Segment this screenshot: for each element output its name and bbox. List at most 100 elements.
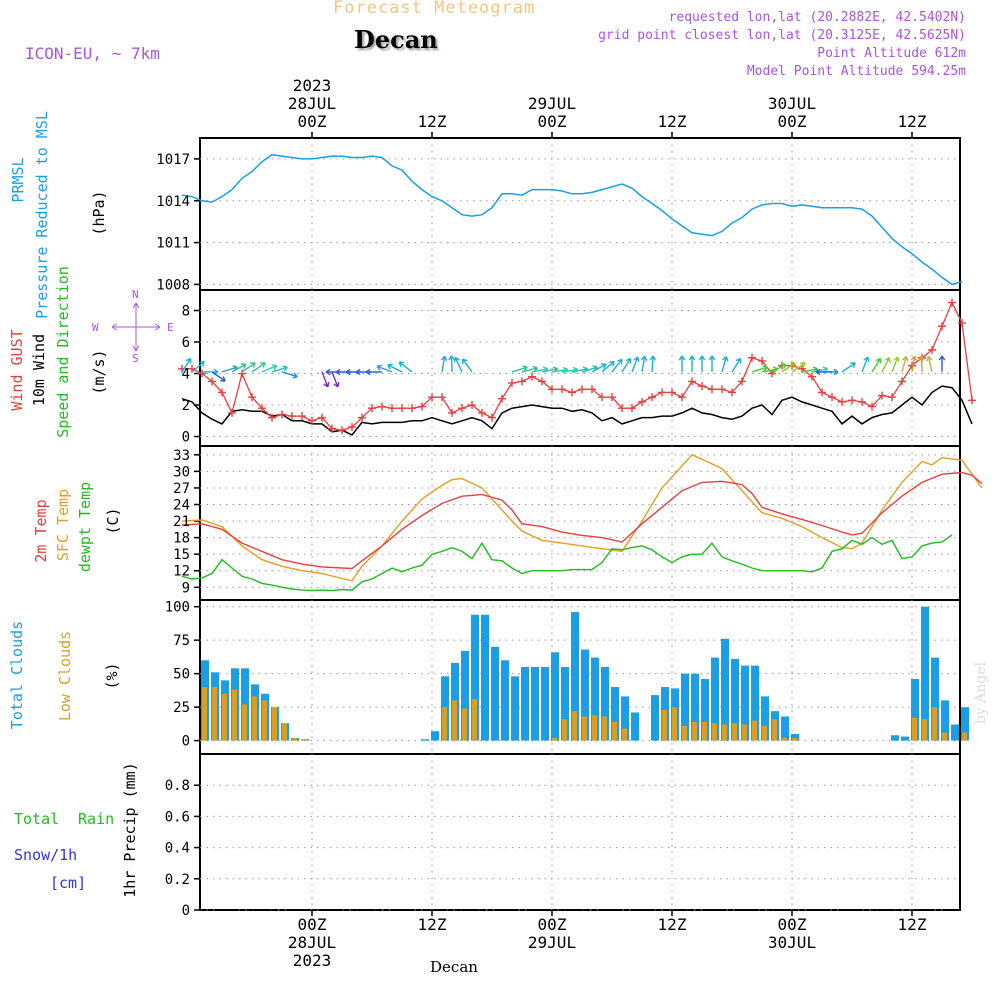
low-cloud-bar [452,700,457,741]
total-cloud-bar [731,658,739,741]
total-cloud-bar [581,649,589,741]
model-name: ICON-EU, ~ 7km [25,44,160,63]
low-cloud-bar [732,723,737,741]
wind-direction-arrow [271,365,288,373]
wind-direction-arrow [631,356,640,373]
total-cloud-bar [701,679,709,741]
wind-gust-marker [388,404,396,413]
wind-direction-arrow [918,355,925,372]
wind-direction-arrow [688,355,696,372]
wind-gust-marker [728,388,736,397]
wind-gust-marker [668,388,676,397]
precip-snow-unit-label: [cm] [50,874,86,892]
time-label-top: 00Z [298,112,327,131]
wind-direction-arrow [448,355,455,372]
y-tick-label: 2 [182,398,190,414]
wind-direction-arrow [938,355,946,372]
y-tick-label: 0.2 [165,872,190,888]
wind-gust-marker [698,382,706,391]
time-label-top: 00Z [538,112,567,131]
y-tick-label: 0 [182,734,190,750]
wind-gust-label: Wind GUST [8,329,26,410]
compass-south-label: S [132,352,139,365]
wind-gust-marker [548,385,556,394]
wind-direction-arrow [398,361,413,373]
wind-gust-marker [678,393,686,402]
wind-direction-arrow [231,363,247,373]
total-cloud-bar [631,712,639,741]
dewpt-temp-series-line [181,534,953,592]
y-tick-label: 8 [182,303,190,319]
time-label-bottom: 28JUL [288,933,336,952]
wind-direction-arrow [321,371,330,388]
wind-direction-arrow [721,355,729,373]
total-cloud-bar [471,614,479,741]
wind-direction-arrow [891,356,900,373]
wind-direction-arrow [640,355,648,373]
total-cloud-bar [791,733,799,741]
low-clouds-label: Low Clouds [56,631,74,721]
y-tick-label: 75 [173,633,190,649]
low-cloud-bar [762,725,767,741]
wind-direction-arrow [791,362,806,373]
total-cloud-bar [601,666,609,741]
wind-direction-arrow [453,356,463,373]
low-cloud-bar [912,717,917,741]
panel-frame-wind [199,289,961,447]
total-cloud-bar [591,657,599,741]
total-cloud-bar [611,687,619,741]
credit-watermark: by Angel [973,661,989,724]
low-cloud-bar [922,719,927,741]
wind-direction-arrow [751,365,768,373]
y-tick-label: 12 [173,564,190,580]
wind-direction-arrow [211,371,226,382]
wind-gust-marker [618,404,626,413]
pressure-series-line [181,153,963,286]
wind-speed-label: 10m Wind [30,334,48,406]
wind-gust-marker [398,404,406,413]
wind-direction-arrow [901,355,909,373]
wind-speed-series-line [181,385,973,436]
total-cloud-bar [481,614,489,741]
wind-gust-marker [688,377,696,386]
wind-gust-marker [478,408,486,417]
point-altitude: Point Altitude 612m [817,46,966,61]
low-cloud-bar [562,719,567,741]
pressure-unit-label: (hPa) [90,190,108,235]
y-tick-label: 33 [173,448,190,464]
low-cloud-bar [252,696,257,741]
wind-gust-marker [878,391,886,400]
total-cloud-bar [711,657,719,741]
clouds-unit-label: (%) [103,662,121,689]
time-label-top: 30JUL [768,94,816,113]
pressure-label-prmsl: PRMSL [9,157,27,202]
wind-direction-arrow [440,355,448,373]
low-cloud-bar [752,720,757,741]
total-cloud-bar [621,696,629,741]
wind-gust-marker [408,404,416,413]
wind-gust-marker [288,412,296,421]
wind-gust-marker [868,402,876,411]
super-title: Forecast Meteogram [333,0,536,18]
temp-2m-label: 2m Temp [32,499,50,562]
total-cloud-bar [961,707,969,741]
total-cloud-bar [521,666,529,741]
precip-unit-label: 1hr Precip (mm) [121,762,139,897]
time-label-bottom: 00Z [298,915,327,934]
total-cloud-bar [681,673,689,741]
wind-gust-marker [468,401,476,410]
wind-gust-marker [418,402,426,411]
wind-gust-marker [658,388,666,397]
y-tick-label: 1011 [156,236,190,252]
low-cloud-bar [592,715,597,741]
wind-gust-marker [448,408,456,417]
wind-gust-marker [488,413,496,422]
low-cloud-bar [442,707,447,741]
low-cloud-bar [212,687,217,741]
wind-gust-marker [968,396,976,405]
low-cloud-bar [772,719,777,741]
wind-gust-marker [588,385,596,394]
low-cloud-bar [932,707,937,741]
y-tick-label: 4 [182,367,190,383]
wind-gust-marker [538,377,546,386]
